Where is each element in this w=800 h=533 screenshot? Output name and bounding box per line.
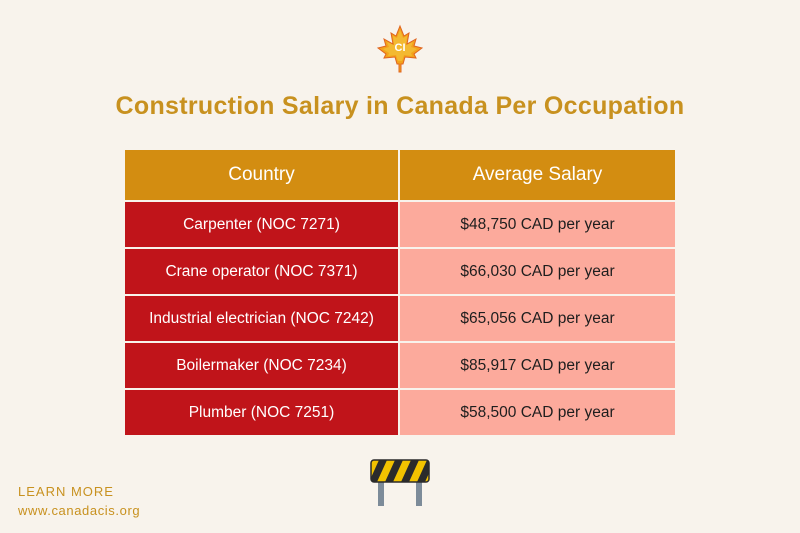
- logo-text: CI: [395, 42, 406, 54]
- occupation-cell: Carpenter (NOC 7271): [125, 202, 400, 249]
- salary-cell: $65,056 CAD per year: [400, 296, 675, 343]
- construction-barrier-icon: [370, 459, 430, 506]
- occupation-cell: Industrial electrician (NOC 7242): [125, 296, 400, 343]
- maple-leaf-icon: CI: [376, 24, 424, 73]
- table-row: Crane operator (NOC 7371) $66,030 CAD pe…: [125, 249, 675, 296]
- page-title: Construction Salary in Canada Per Occupa…: [115, 92, 685, 120]
- table-row: Plumber (NOC 7251) $58,500 CAD per year: [125, 390, 675, 437]
- learn-more-label: LEARN MORE: [18, 484, 114, 499]
- occupation-cell: Plumber (NOC 7251): [125, 390, 400, 437]
- salary-cell: $85,917 CAD per year: [400, 343, 675, 390]
- salary-cell: $48,750 CAD per year: [400, 202, 675, 249]
- header-country: Country: [125, 150, 400, 202]
- table-row: Boilermaker (NOC 7234) $85,917 CAD per y…: [125, 343, 675, 390]
- salary-cell: $66,030 CAD per year: [400, 249, 675, 296]
- table-header-row: Country Average Salary: [125, 150, 675, 202]
- occupation-cell: Crane operator (NOC 7371): [125, 249, 400, 296]
- table-row: Industrial electrician (NOC 7242) $65,05…: [125, 296, 675, 343]
- salary-table: Country Average Salary Carpenter (NOC 72…: [125, 150, 675, 437]
- salary-cell: $58,500 CAD per year: [400, 390, 675, 437]
- website-link[interactable]: www.canadacis.org: [18, 503, 141, 518]
- table-row: Carpenter (NOC 7271) $48,750 CAD per yea…: [125, 202, 675, 249]
- occupation-cell: Boilermaker (NOC 7234): [125, 343, 400, 390]
- header-average-salary: Average Salary: [400, 150, 675, 202]
